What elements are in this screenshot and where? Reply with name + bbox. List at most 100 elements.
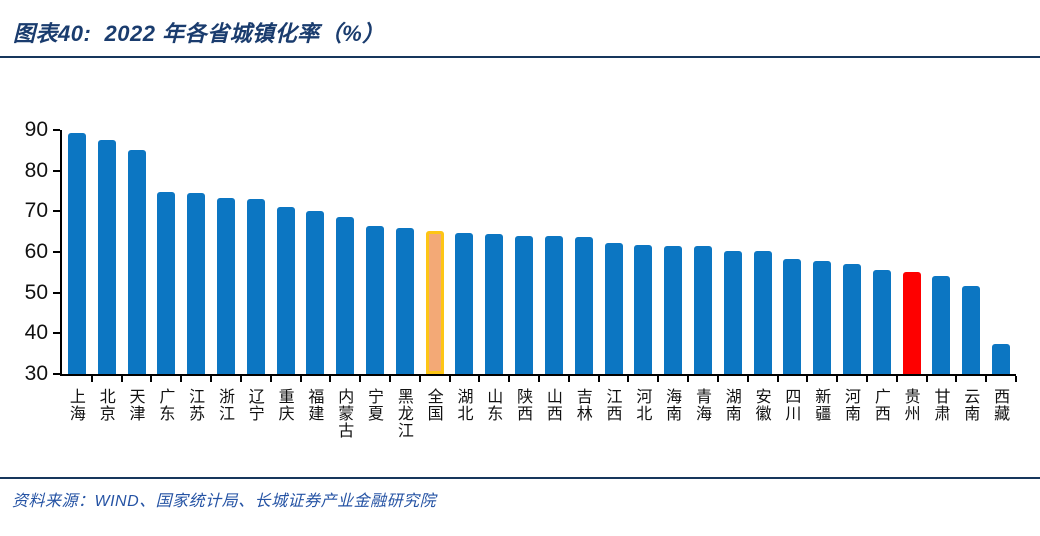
bar-河南: [843, 263, 862, 374]
y-axis-label: 70: [24, 199, 48, 223]
x-axis-tick: [388, 376, 391, 382]
bar-辽宁: [246, 199, 265, 374]
y-axis-tick: [53, 373, 60, 375]
y-axis-tick: [53, 129, 60, 131]
bar-宁夏: [366, 226, 385, 374]
x-axis-tick: [895, 376, 898, 382]
x-axis-label-全国: 全国: [424, 388, 442, 422]
x-axis-label-江苏: 江苏: [186, 388, 204, 422]
x-axis-label-河北: 河北: [633, 388, 651, 422]
bar-海南: [664, 245, 683, 374]
x-axis-label-广东: 广东: [156, 388, 174, 422]
x-axis-label-重庆: 重庆: [275, 388, 293, 422]
bar-贵州: [902, 271, 921, 374]
bar-重庆: [276, 207, 295, 374]
x-axis-tick: [359, 376, 362, 382]
x-axis-label-甘肃: 甘肃: [931, 388, 949, 422]
bar-河北: [634, 245, 653, 374]
x-axis-label-新疆: 新疆: [812, 388, 830, 422]
x-axis-tick: [776, 376, 779, 382]
bar-山东: [485, 233, 504, 374]
bar-广西: [872, 269, 891, 374]
x-axis-label-吉林: 吉林: [573, 388, 591, 422]
bar-黑龙江: [395, 227, 414, 374]
x-axis-label-湖北: 湖北: [454, 388, 472, 422]
x-axis-label-辽宁: 辽宁: [245, 388, 263, 422]
x-axis-tick: [1015, 376, 1017, 382]
x-axis-label-江西: 江西: [603, 388, 621, 422]
bar-内蒙古: [336, 217, 355, 374]
bar-浙江: [216, 197, 235, 374]
x-axis-label-山西: 山西: [543, 388, 561, 422]
x-axis-tick: [955, 376, 958, 382]
bar-陕西: [515, 235, 534, 374]
x-axis-tick: [865, 376, 868, 382]
x-axis-tick: [448, 376, 451, 382]
x-axis-tick: [567, 376, 570, 382]
x-axis-label-广西: 广西: [871, 388, 889, 422]
x-axis-label-云南: 云南: [961, 388, 979, 422]
x-axis-label-安徽: 安徽: [752, 388, 770, 422]
bar-江苏: [187, 193, 206, 374]
y-axis-label: 80: [24, 158, 48, 182]
bar-天津: [127, 149, 146, 374]
x-axis-label-宁夏: 宁夏: [365, 388, 383, 422]
bar-青海: [693, 246, 712, 374]
bar-江西: [604, 243, 623, 374]
x-axis-label-天津: 天津: [126, 388, 144, 422]
bar-甘肃: [932, 275, 951, 374]
bar-新疆: [813, 260, 832, 374]
x-axis-label-四川: 四川: [782, 388, 800, 422]
bar-chart: 30 40 50 60 70 80 90 上海 北京 天津 广东 江苏 浙江 辽宁 重庆 福建 内蒙古 宁夏 黑龙江…: [24, 118, 1017, 439]
x-axis-tick: [239, 376, 242, 382]
y-axis-label: 30: [24, 362, 48, 385]
x-axis-label-黑龙江: 黑龙江: [394, 388, 412, 439]
data-source-note: 资料来源：WIND、国家统计局、长城证券产业金融研究院: [12, 493, 437, 510]
bar-福建: [306, 210, 325, 374]
y-axis-label: 40: [24, 321, 48, 345]
x-axis-label-浙江: 浙江: [215, 388, 233, 422]
x-axis-label-陕西: 陕西: [514, 388, 532, 422]
x-axis-tick: [597, 376, 600, 382]
x-axis-tick: [716, 376, 719, 382]
bar-全国: [425, 230, 444, 374]
x-axis-tick: [746, 376, 749, 382]
y-axis-label: 90: [24, 118, 48, 141]
chart-title: 图表40: 2022 年各省城镇化率（%）: [13, 21, 385, 46]
x-axis-tick: [687, 376, 690, 382]
x-axis-tick: [418, 376, 421, 382]
y-axis-tick: [53, 332, 60, 335]
y-axis-label: 50: [24, 280, 48, 304]
x-axis-tick: [657, 376, 660, 382]
x-axis-tick: [329, 376, 332, 382]
bar-吉林: [574, 236, 593, 374]
bar-云南: [962, 285, 981, 374]
x-axis-label-贵州: 贵州: [901, 388, 919, 422]
x-axis-label-上海: 上海: [66, 388, 84, 422]
x-axis-label-西藏: 西藏: [991, 388, 1009, 422]
x-axis-tick: [150, 376, 153, 382]
x-axis-label-北京: 北京: [96, 388, 114, 422]
bar-西藏: [992, 343, 1011, 374]
title-divider-line: [0, 56, 1040, 58]
x-axis-tick: [120, 376, 123, 382]
bar-上海: [67, 132, 86, 374]
x-axis-tick: [925, 376, 928, 382]
y-axis-tick: [53, 169, 60, 172]
x-axis-label-湖南: 湖南: [722, 388, 740, 422]
y-axis-tick: [53, 291, 60, 294]
x-axis-tick: [508, 376, 511, 382]
x-axis-tick: [210, 376, 213, 382]
x-axis-tick: [180, 376, 183, 382]
y-axis-label: 60: [24, 240, 48, 263]
bar-湖北: [455, 232, 474, 374]
x-axis-label-海南: 海南: [663, 388, 681, 422]
y-axis-tick: [53, 210, 60, 213]
bar-广东: [157, 191, 176, 374]
x-axis-tick: [269, 376, 272, 382]
bar-北京: [97, 139, 116, 374]
x-axis-label-福建: 福建: [305, 388, 323, 422]
plot-area: [53, 129, 1017, 382]
x-axis-tick: [538, 376, 540, 382]
